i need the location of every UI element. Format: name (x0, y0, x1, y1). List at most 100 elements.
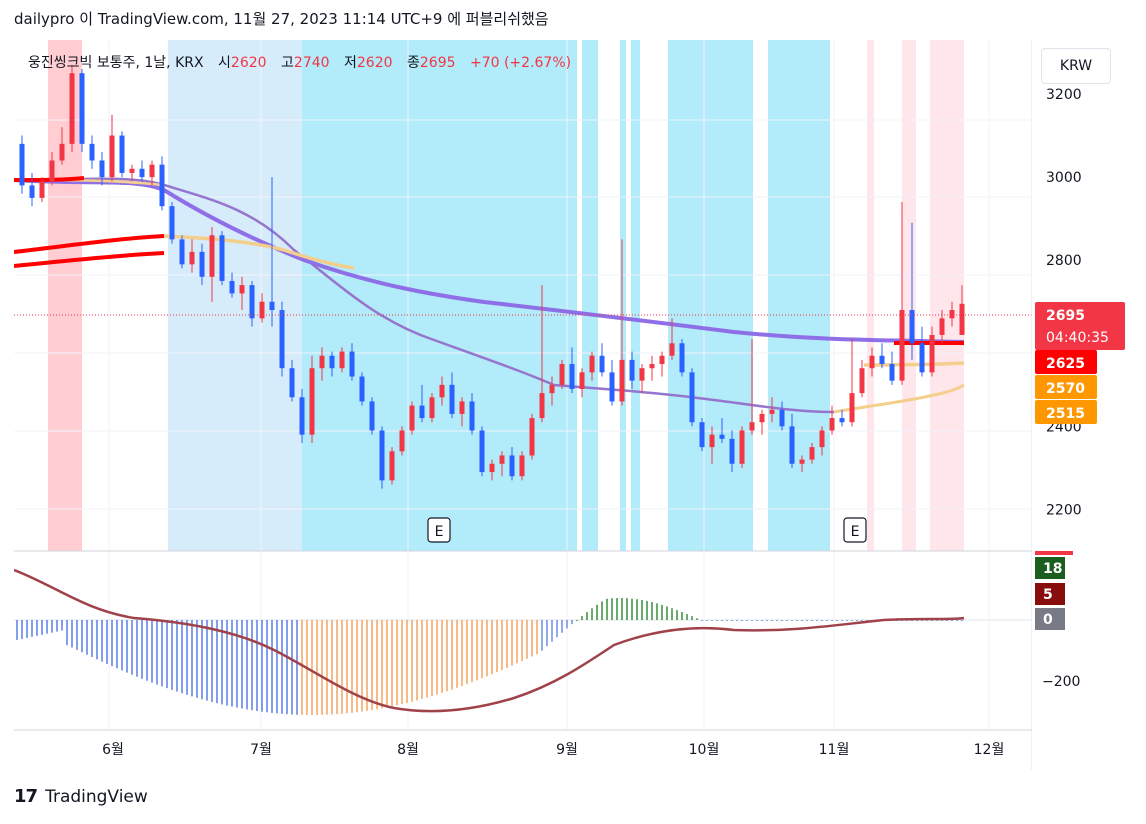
macd-bar (466, 620, 468, 685)
tradingview-logo-icon: 17 (14, 786, 38, 807)
macd-bar (216, 620, 218, 704)
candle-body (509, 455, 515, 477)
macd-bar (296, 620, 298, 715)
time-label: 10월 (689, 742, 720, 758)
currency-button[interactable]: KRW (1041, 48, 1111, 84)
macd-bar (116, 620, 118, 669)
candle-body (359, 376, 365, 402)
brand-name: TradingView (45, 786, 148, 807)
candle-body (489, 463, 495, 473)
macd-bar (26, 620, 28, 638)
macd-bar (606, 598, 608, 620)
macd-bar (456, 620, 458, 688)
macd-bar (906, 620, 908, 621)
macd-bar (701, 620, 703, 621)
macd-bar (151, 620, 153, 683)
macd-bar (621, 598, 623, 620)
candle-body (149, 164, 155, 178)
macd-bar (851, 620, 853, 621)
low-value: 2620 (356, 55, 393, 71)
candle-body (19, 143, 25, 186)
candle-body (639, 368, 645, 381)
macd-bar (21, 620, 23, 639)
candle-body (479, 430, 485, 473)
macd-bar (416, 620, 418, 701)
candle-body (679, 343, 685, 373)
macd-tag (1035, 608, 1065, 630)
candle-body (319, 355, 325, 369)
macd-bar (381, 620, 383, 709)
macd-bar (486, 620, 488, 677)
macd-bar (636, 599, 638, 620)
macd-bar (801, 620, 803, 621)
macd-bar (321, 620, 323, 715)
macd-bar (451, 620, 453, 690)
macd-bar (336, 620, 338, 715)
macd-bar (326, 620, 328, 715)
macd-bar (111, 620, 113, 667)
candle-body (209, 235, 215, 277)
macd-bar (791, 620, 793, 621)
macd-bar (376, 620, 378, 710)
macd-bar (956, 620, 958, 621)
footer-brand[interactable]: 17 TradingView (14, 786, 148, 807)
macd-bar (201, 620, 203, 700)
macd-bar (231, 620, 233, 707)
price-tag-value: 2570 (1046, 381, 1085, 397)
macd-bar (41, 620, 43, 635)
highlight-band (768, 40, 830, 551)
candle-body (59, 143, 65, 161)
price-axis[interactable]: 320030002800260024002200 269504:40:35262… (1032, 40, 1146, 770)
candle-body (519, 455, 525, 477)
macd-bar (81, 620, 83, 653)
macd-bar (56, 620, 58, 632)
candle-body (699, 422, 705, 448)
candle-body (709, 434, 715, 448)
macd-bar (181, 620, 183, 694)
macd-bar (246, 620, 248, 710)
macd-bar (626, 598, 628, 620)
macd-bar (281, 620, 283, 714)
candle-body (789, 426, 795, 464)
macd-bar (176, 620, 178, 692)
price-tick-label: 3200 (1046, 87, 1082, 103)
macd-bar (556, 620, 558, 638)
macd-bar (746, 620, 748, 621)
macd-bar (501, 620, 503, 671)
macd-bar (301, 620, 303, 715)
macd-bar (426, 620, 428, 698)
candle-body (299, 397, 305, 435)
candle-body (179, 239, 185, 265)
ma-line (14, 251, 165, 268)
candle-body (329, 355, 335, 369)
macd-bar (356, 620, 358, 713)
highlight-band (620, 40, 626, 551)
candle-body (49, 160, 55, 182)
macd-bar (421, 620, 423, 699)
macd-bar (161, 620, 163, 687)
macd-bar (166, 620, 168, 689)
time-label: 11월 (819, 742, 850, 758)
macd-bar (706, 620, 708, 621)
macd-bar (676, 610, 678, 620)
price-tag (1035, 375, 1097, 399)
macd-bar (211, 620, 213, 702)
highlight-band (631, 40, 640, 551)
macd-bar (581, 615, 583, 620)
earnings-marker-box (843, 517, 867, 543)
macd-bar (591, 608, 593, 620)
macd-bar (691, 616, 693, 620)
macd-bar (226, 620, 228, 706)
candle-body (129, 168, 135, 173)
candle-body (239, 285, 245, 294)
macd-bar (951, 620, 953, 621)
candle-body (339, 351, 345, 369)
macd-bar (816, 620, 818, 621)
macd-bar (576, 619, 578, 621)
highlight-band (48, 40, 82, 551)
macd-bar (206, 620, 208, 701)
macd-bar (491, 620, 493, 675)
macd-bar (811, 620, 813, 621)
